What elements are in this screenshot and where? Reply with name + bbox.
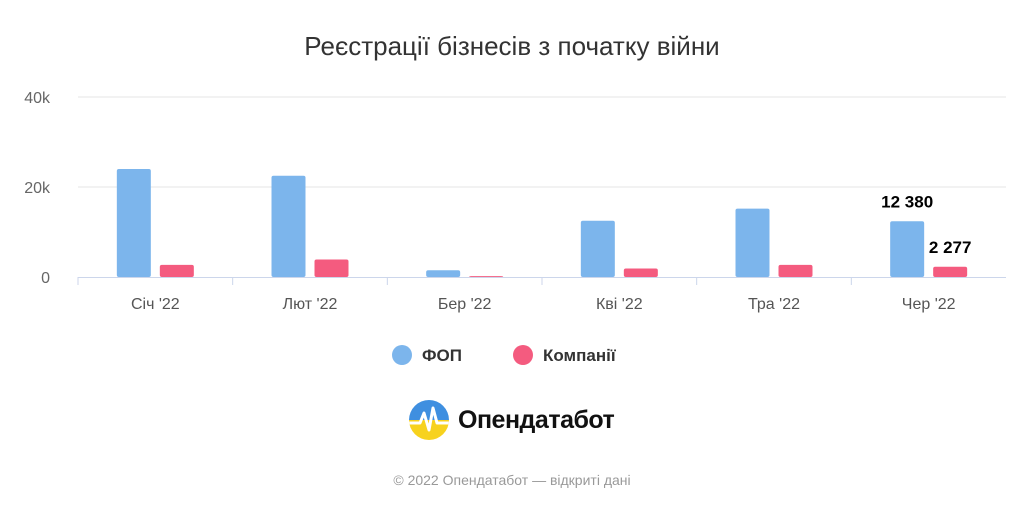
- brand-name: Опендатабот: [458, 405, 615, 434]
- bar-companies[interactable]: [314, 259, 349, 277]
- bar-companies[interactable]: [623, 268, 658, 277]
- x-tick-label: Чер '22: [902, 296, 956, 313]
- legend: ФОП Компанії: [392, 345, 617, 365]
- opendatabot-logo-icon: [409, 400, 449, 440]
- data-label: 2 277: [929, 238, 972, 257]
- bar-fop[interactable]: [271, 175, 306, 277]
- data-labels: 12 380 2 277: [881, 192, 971, 256]
- bar-fop[interactable]: [735, 208, 770, 277]
- bar-companies[interactable]: [933, 266, 968, 277]
- credits[interactable]: © 2022 Опендатабот — відкриті дані: [393, 472, 631, 488]
- bar-fop[interactable]: [890, 221, 925, 277]
- x-axis-ticks: Січ '22 Лют '22 Бер '22 Кві '22 Тра '22 Чер '…: [77, 277, 956, 313]
- x-tick-label: Лют '22: [283, 296, 338, 313]
- y-tick-label: 20k: [24, 180, 51, 197]
- grid-lines: [78, 96, 1006, 278]
- bar-companies[interactable]: [469, 276, 504, 277]
- legend-label-fop[interactable]: ФОП: [422, 346, 462, 365]
- bars: [116, 169, 968, 277]
- y-axis-ticks: 0 20k 40k: [24, 90, 51, 287]
- x-tick-label: Січ '22: [131, 296, 180, 313]
- bar-fop[interactable]: [426, 270, 461, 277]
- data-label: 12 380: [881, 192, 933, 211]
- brand-logo: Опендатабот: [408, 398, 615, 442]
- y-tick-label: 40k: [24, 90, 51, 107]
- bar-fop[interactable]: [116, 169, 151, 277]
- bar-companies[interactable]: [159, 264, 194, 277]
- bar-companies[interactable]: [778, 264, 813, 277]
- x-tick-label: Бер '22: [438, 296, 492, 313]
- x-tick-label: Кві '22: [596, 296, 643, 313]
- chart-title: Реєстрації бізнесів з початку війни: [304, 31, 719, 61]
- legend-marker-fop[interactable]: [392, 345, 412, 365]
- y-tick-label: 0: [41, 270, 50, 287]
- legend-label-companies[interactable]: Компанії: [543, 346, 617, 365]
- bar-fop[interactable]: [580, 220, 615, 277]
- x-tick-label: Тра '22: [748, 296, 800, 313]
- legend-marker-companies[interactable]: [513, 345, 533, 365]
